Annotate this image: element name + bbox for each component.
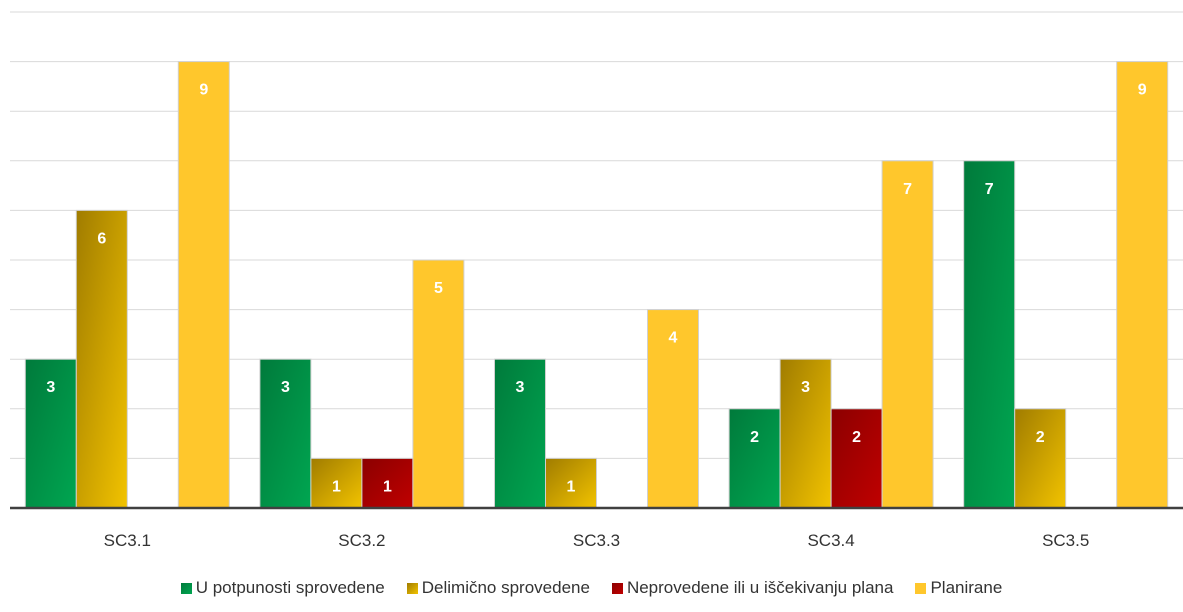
data-label: 2 bbox=[1036, 429, 1045, 446]
x-tick-label: SC3.3 bbox=[573, 531, 620, 550]
bar-sc3-1-series-2 bbox=[75, 209, 128, 509]
legend-swatch bbox=[611, 582, 623, 594]
bar-sc3-5-series-1 bbox=[963, 160, 1016, 509]
data-label: 2 bbox=[750, 429, 759, 446]
legend-item: U potpunosti sprovedene bbox=[180, 578, 385, 598]
data-label: 3 bbox=[281, 379, 290, 396]
bar-sc3-1-series-4 bbox=[177, 61, 230, 509]
bar-sc3-3-series-2 bbox=[545, 457, 597, 509]
bar-sc3-2-series-4 bbox=[412, 259, 465, 509]
x-tick-label: SC3.5 bbox=[1042, 531, 1089, 550]
x-tick-label: SC3.4 bbox=[807, 531, 854, 550]
data-label: 6 bbox=[97, 230, 106, 247]
data-label: 3 bbox=[516, 379, 525, 396]
bar-sc3-5-series-4 bbox=[1116, 61, 1169, 509]
bar-sc3-4-series-4 bbox=[881, 160, 934, 509]
legend-label: U potpunosti sprovedene bbox=[195, 578, 385, 597]
legend-label: Planirane bbox=[930, 578, 1003, 597]
bar-sc3-4-series-2 bbox=[779, 358, 832, 509]
x-tick-label: SC3.1 bbox=[104, 531, 151, 550]
legend-item: Neprovedene ili u iščekivanju plana bbox=[611, 578, 894, 598]
bar-sc3-3-series-1 bbox=[494, 358, 546, 509]
x-tick-label: SC3.2 bbox=[338, 531, 385, 550]
bars bbox=[24, 61, 1169, 509]
data-label: 1 bbox=[332, 478, 341, 495]
legend: U potpunosti sprovedene Delimično sproved… bbox=[0, 578, 1183, 598]
legend-label: Delimično sprovedene bbox=[421, 578, 590, 597]
legend-swatch bbox=[915, 582, 927, 594]
data-label: 1 bbox=[567, 478, 576, 495]
bar-sc3-5-series-2 bbox=[1014, 408, 1067, 509]
data-labels: 3 6 9 3 1 1 5 3 1 4 2 3 2 7 7 2 9 bbox=[46, 82, 1146, 496]
data-label: 7 bbox=[985, 181, 994, 198]
bar-sc3-4-series-1 bbox=[728, 408, 781, 509]
data-label: 3 bbox=[46, 379, 55, 396]
data-label: 1 bbox=[383, 478, 392, 495]
data-label: 2 bbox=[852, 429, 861, 446]
legend-swatch bbox=[180, 582, 192, 594]
bar-sc3-3-series-4 bbox=[647, 309, 699, 509]
data-label: 5 bbox=[434, 280, 443, 297]
legend-item: Delimično sprovedene bbox=[406, 578, 590, 598]
legend-item: Planirane bbox=[915, 578, 1002, 598]
bar-sc3-2-series-3 bbox=[361, 457, 414, 509]
data-label: 9 bbox=[199, 82, 208, 99]
data-label: 9 bbox=[1138, 82, 1147, 99]
data-label: 4 bbox=[669, 330, 678, 347]
x-axis-ticks: SC3.1 SC3.2 SC3.3 SC3.4 SC3.5 bbox=[104, 531, 1090, 550]
data-label: 7 bbox=[903, 181, 912, 198]
data-label: 3 bbox=[801, 379, 810, 396]
legend-swatch bbox=[406, 582, 418, 594]
legend-label: Neprovedene ili u iščekivanju plana bbox=[626, 578, 894, 597]
bar-sc3-4-series-3 bbox=[830, 408, 883, 509]
bar-sc3-2-series-1 bbox=[259, 358, 312, 509]
